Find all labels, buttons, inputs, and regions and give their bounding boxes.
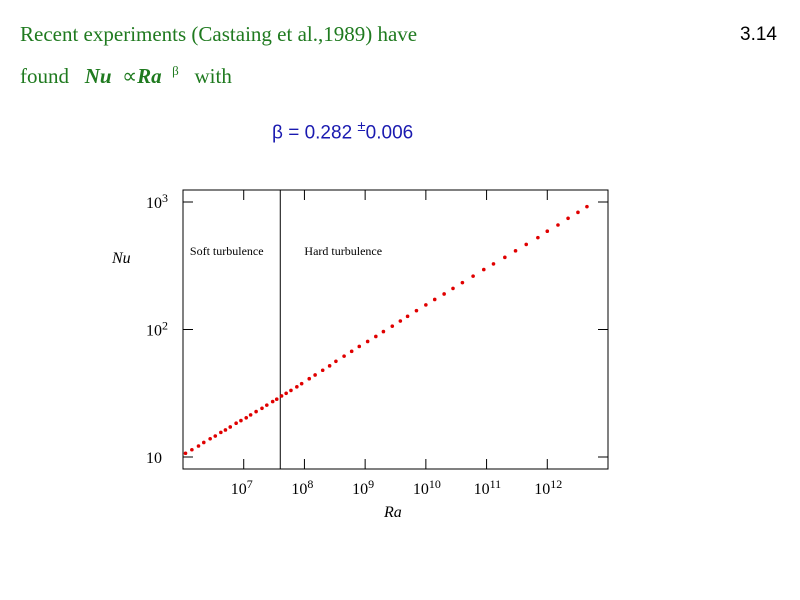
data-point — [349, 349, 354, 354]
data-point — [460, 280, 465, 285]
y-axis-label: Nu — [111, 250, 131, 267]
data-point — [274, 397, 279, 402]
region-label-hard: Hard turbulence — [304, 244, 382, 258]
x-tick-label: 1011 — [474, 477, 502, 498]
data-point — [201, 440, 206, 445]
plus-minus-symbol: ± — [357, 118, 366, 135]
data-point — [307, 376, 312, 381]
data-point — [556, 223, 560, 227]
data-point — [327, 364, 332, 368]
x-tick-label: 107 — [231, 477, 253, 498]
data-point — [545, 229, 550, 234]
data-point — [295, 385, 299, 389]
data-point — [451, 286, 455, 291]
title-line-2: found Nu ∝Ra β with — [20, 63, 232, 89]
title-line-1: Recent experiments (Castaing et al.,1989… — [20, 22, 418, 46]
data-point — [248, 413, 253, 417]
data-point — [260, 406, 264, 411]
data-point — [208, 436, 212, 441]
data-point — [536, 235, 540, 240]
slide-number: 3.14 — [740, 24, 777, 45]
tick-labels: 107 108 109 1010 1011 1012 10 102 103 — [146, 191, 562, 498]
nu-symbol: Nu — [84, 64, 112, 88]
propto-symbol: ∝ — [122, 64, 138, 88]
beta-uncertainty: 0.006 — [365, 122, 414, 144]
data-point — [491, 262, 496, 266]
data-point — [284, 391, 288, 396]
data-point — [576, 210, 580, 215]
word-found: found — [20, 64, 69, 88]
tick-marks — [183, 190, 608, 469]
data-point — [585, 204, 589, 209]
data-point — [244, 415, 249, 420]
data-point — [223, 428, 228, 432]
word-with: with — [194, 64, 232, 88]
data-point — [471, 274, 475, 278]
data-point — [219, 430, 223, 435]
data-point — [566, 216, 570, 221]
data-point — [254, 409, 258, 414]
data-point — [503, 255, 507, 260]
data-point — [239, 418, 243, 423]
data-point — [196, 444, 201, 448]
beta-exponent: β — [172, 63, 179, 78]
data-point — [228, 425, 233, 429]
data-point — [390, 324, 395, 328]
data-point — [381, 329, 386, 334]
ra-symbol: Ra — [137, 64, 162, 88]
data-point — [357, 344, 362, 349]
data-point — [183, 451, 188, 456]
data-point — [334, 359, 338, 364]
data-point — [313, 373, 317, 377]
data-point — [481, 267, 486, 272]
x-axis-label: Ra — [383, 504, 402, 521]
data-point — [374, 334, 378, 339]
beta-equation: β = 0.282 ±0.006 — [272, 118, 413, 144]
x-tick-label: 109 — [352, 477, 374, 498]
plot-frame — [182, 189, 609, 470]
data-point — [213, 434, 218, 438]
data-point — [299, 381, 304, 386]
data-point — [320, 368, 325, 373]
y-tick-label: 103 — [146, 191, 168, 212]
data-point — [365, 339, 370, 344]
data-point — [424, 303, 428, 307]
x-tick-label: 1010 — [413, 477, 441, 498]
region-label-soft: Soft turbulence — [190, 244, 264, 258]
x-tick-label: 1012 — [534, 477, 562, 498]
data-point — [190, 447, 194, 452]
beta-symbol: β — [272, 122, 283, 144]
data-point — [513, 249, 518, 253]
data-points — [183, 204, 589, 456]
data-point — [405, 314, 410, 319]
x-tick-label: 108 — [291, 477, 313, 498]
y-tick-label: 10 — [146, 450, 162, 467]
data-point — [342, 354, 346, 358]
data-point — [442, 292, 446, 296]
data-point — [264, 403, 269, 407]
data-point — [414, 308, 419, 313]
data-point — [398, 319, 403, 323]
y-tick-label: 102 — [146, 319, 168, 340]
data-point — [289, 388, 293, 393]
data-point — [432, 297, 437, 302]
beta-value: = 0.282 — [282, 122, 358, 144]
data-point — [270, 399, 275, 404]
data-point — [234, 421, 238, 426]
data-point — [279, 394, 284, 398]
data-point — [524, 242, 529, 247]
